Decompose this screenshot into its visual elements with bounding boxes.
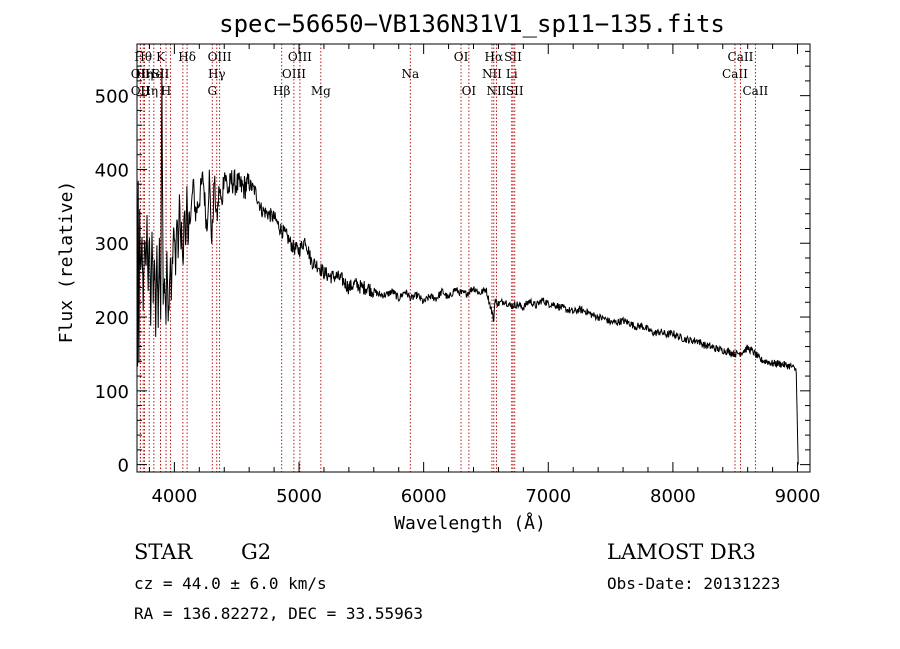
spectral-line-label: OIII bbox=[208, 50, 232, 64]
spectral-line-label: OI bbox=[462, 84, 477, 98]
spectral-line-label: H bbox=[161, 84, 171, 98]
plot-frame bbox=[136, 43, 811, 473]
spectral-line-label: Hα bbox=[485, 50, 504, 64]
object-class: STAR bbox=[134, 540, 193, 564]
y-axis-label: Flux (relative) bbox=[56, 181, 77, 344]
spectral-line-label: Li bbox=[506, 67, 518, 81]
spectral-line-label: OI bbox=[454, 50, 469, 64]
spectral-line-label: CaII bbox=[728, 50, 754, 64]
spectral-subclass: G2 bbox=[241, 540, 272, 564]
spectral-line-label: OII bbox=[131, 67, 151, 81]
x-tick-label: 6000 bbox=[401, 486, 447, 507]
x-tick-label: 4000 bbox=[151, 486, 197, 507]
x-tick-label: 7000 bbox=[525, 486, 571, 507]
spectral-line-label: SII bbox=[506, 84, 524, 98]
y-tick-label: 200 bbox=[95, 308, 129, 329]
spectral-line-label: Na bbox=[401, 67, 419, 81]
spectral-line-label: CaII bbox=[742, 84, 768, 98]
spectral-line-label: SII bbox=[152, 67, 170, 81]
spectral-line-label: Hδ bbox=[178, 50, 196, 64]
survey-name: LAMOST DR3 bbox=[607, 540, 756, 564]
spectral-line-label: OIII bbox=[282, 67, 306, 81]
spectral-line-label: NII bbox=[486, 84, 506, 98]
y-tick-label: 500 bbox=[95, 87, 129, 108]
spectrum-line bbox=[136, 67, 799, 465]
spectral-line-label: NII bbox=[482, 67, 502, 81]
spectral-line-label: G bbox=[207, 84, 217, 98]
obs-date: Obs-Date: 20131223 bbox=[607, 574, 781, 593]
y-tick-label: 300 bbox=[95, 234, 129, 255]
redshift-text: cz = 44.0 ± 6.0 km/s bbox=[134, 574, 327, 593]
spectral-line-label: K bbox=[156, 50, 166, 64]
spectral-line-label: CaII bbox=[722, 67, 748, 81]
spectral-line-label: Hγ bbox=[208, 67, 226, 81]
spectral-line-label: He bbox=[145, 67, 163, 81]
y-tick-label: 400 bbox=[95, 160, 129, 181]
spectral-line-label: Hβ bbox=[273, 84, 290, 98]
spectral-line-label: OII bbox=[131, 84, 151, 98]
spectral-line-label: Hη bbox=[136, 67, 154, 81]
spectral-line-label: Hθ bbox=[134, 50, 152, 64]
x-tick-label: 9000 bbox=[775, 486, 821, 507]
y-tick-label: 100 bbox=[95, 382, 129, 403]
spectral-line-label: SII bbox=[504, 50, 522, 64]
y-tick-label: 0 bbox=[118, 456, 129, 477]
spectral-line-label: OIII bbox=[288, 50, 312, 64]
coordinates: RA = 136.82272, DEC = 33.55963 bbox=[134, 604, 423, 623]
x-tick-label: 8000 bbox=[650, 486, 696, 507]
x-axis-label: Wavelength (Å) bbox=[394, 512, 546, 534]
x-tick-label: 5000 bbox=[276, 486, 322, 507]
spectral-line-label: Mg bbox=[311, 84, 331, 98]
chart-title: spec−56650−VB136N31V1_sp11−135.fits bbox=[219, 10, 725, 38]
